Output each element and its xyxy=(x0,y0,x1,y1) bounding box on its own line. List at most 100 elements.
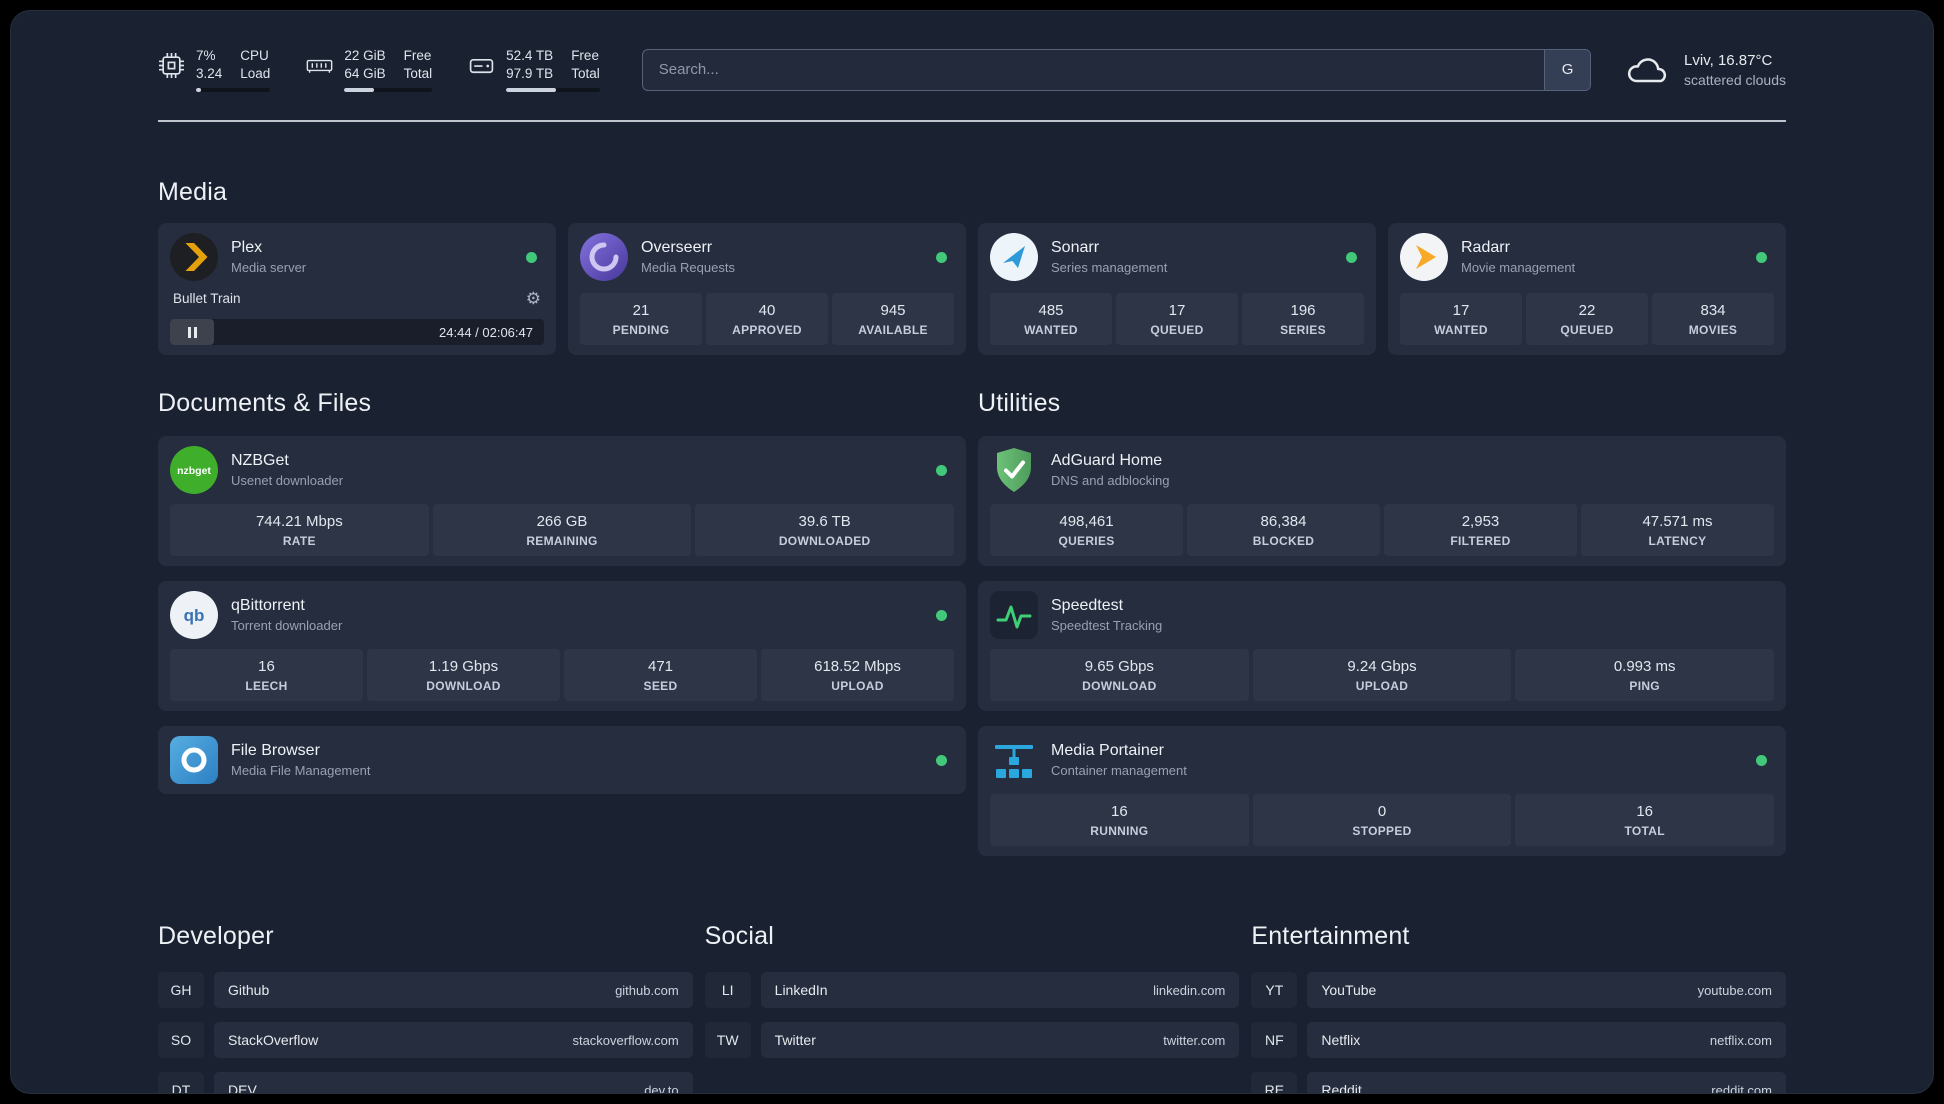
stat-tile: 618.52 Mbps UPLOAD xyxy=(761,649,954,701)
dashboard-panel: 7% CPU 3.24 Load xyxy=(10,10,1934,1094)
overseerr-icon xyxy=(580,233,628,281)
bookmark-name: Reddit xyxy=(1321,1082,1362,1094)
weather-condition: scattered clouds xyxy=(1684,71,1786,88)
section-media: Media Plex Media server xyxy=(158,178,1786,355)
cpu-widget: 7% CPU 3.24 Load xyxy=(158,47,271,92)
service-card-adguard[interactable]: AdGuard Home DNS and adblocking 498,461 … xyxy=(978,436,1786,566)
stat-tile: 196 SERIES xyxy=(1242,293,1364,345)
service-desc: Media server xyxy=(231,260,307,275)
bookmark-url: twitter.com xyxy=(1163,1032,1226,1048)
disk-widget: 52.4 TB Free 97.9 TB Total xyxy=(468,47,600,92)
nzbget-icon: nzbget xyxy=(170,446,218,494)
topbar-divider xyxy=(158,120,1786,122)
playback-progress-bar[interactable]: 24:44 / 02:06:47 xyxy=(170,319,544,345)
service-card-portainer[interactable]: Media Portainer Container management 16 … xyxy=(978,726,1786,856)
topbar: 7% CPU 3.24 Load xyxy=(158,47,1786,92)
bookmarks-entertainment: Entertainment YT YouTube youtube.com NF … xyxy=(1251,922,1786,1094)
gear-icon[interactable]: ⚙ xyxy=(525,289,541,308)
memory-widget: 22 GiB Free 64 GiB Total xyxy=(306,47,433,92)
service-name: qBittorrent xyxy=(231,597,305,614)
bookmark-reddit[interactable]: RE Reddit reddit.com xyxy=(1251,1072,1786,1094)
cpu-load: 3.24 xyxy=(196,66,223,81)
pause-button[interactable] xyxy=(170,319,214,345)
bookmark-dev[interactable]: DT DEV dev.to xyxy=(158,1072,693,1094)
service-card-plex[interactable]: Plex Media server Bullet Train ⚙ 24:44 /… xyxy=(158,223,556,355)
plex-icon xyxy=(170,233,218,281)
service-name: Sonarr xyxy=(1051,239,1100,256)
service-name: AdGuard Home xyxy=(1051,452,1163,469)
status-dot xyxy=(936,609,947,621)
bookmark-abbr: LI xyxy=(704,972,751,1008)
service-name: Radarr xyxy=(1461,239,1510,256)
playback-time: 24:44 / 02:06:47 xyxy=(439,324,533,340)
stat-tile: 266 GB REMAINING xyxy=(432,504,692,556)
status-dot xyxy=(936,754,947,766)
search-provider-button[interactable]: G xyxy=(1544,49,1591,90)
stat-tile: 744.21 Mbps RATE xyxy=(170,504,429,556)
service-card-qbittorrent[interactable]: qb qBittorrent Torrent downloader 16 LEE… xyxy=(158,581,966,711)
memory-total: 64 GiB xyxy=(344,66,386,81)
adguard-icon xyxy=(990,446,1038,494)
speedtest-icon xyxy=(990,591,1038,639)
status-dot xyxy=(1756,251,1767,263)
bookmark-stackoverflow[interactable]: SO StackOverflow stackoverflow.com xyxy=(158,1022,693,1058)
cpu-percent: 7% xyxy=(196,48,216,63)
stat-tile: 39.6 TB DOWNLOADED xyxy=(695,504,955,556)
service-desc: Media File Management xyxy=(231,763,371,778)
status-dot xyxy=(526,251,537,263)
disk-icon xyxy=(468,52,495,79)
bookmark-netflix[interactable]: NF Netflix netflix.com xyxy=(1251,1022,1786,1058)
service-card-radarr[interactable]: Radarr Movie management 17 WANTED 22 QUE… xyxy=(1388,223,1786,355)
bookmark-name: YouTube xyxy=(1321,982,1377,998)
qbittorrent-icon: qb xyxy=(170,591,218,639)
cpu-usage-bar xyxy=(196,88,271,92)
bookmark-url: dev.to xyxy=(644,1082,679,1094)
weather-location: Lviv, 16.87°C xyxy=(1684,51,1773,69)
service-name: NZBGet xyxy=(231,452,289,469)
service-card-overseerr[interactable]: Overseerr Media Requests 21 PENDING 40 A… xyxy=(568,223,966,355)
stat-tile: 17 WANTED xyxy=(1400,293,1522,345)
search-input[interactable] xyxy=(642,49,1545,90)
bookmark-url: linkedin.com xyxy=(1153,982,1226,998)
service-name: Speedtest xyxy=(1051,597,1124,614)
service-card-nzbget[interactable]: nzbget NZBGet Usenet downloader 744.21 M… xyxy=(158,436,966,566)
stat-tile: 16 LEECH xyxy=(170,649,363,701)
service-desc: Container management xyxy=(1051,763,1187,778)
section-title-developer: Developer xyxy=(158,922,274,950)
stat-tile: 16 RUNNING xyxy=(990,794,1249,846)
cpu-label: CPU xyxy=(240,48,269,63)
bookmark-url: reddit.com xyxy=(1711,1082,1772,1094)
stat-tile: 21 PENDING xyxy=(580,293,702,345)
radarr-icon xyxy=(1400,233,1448,281)
bookmark-abbr: YT xyxy=(1251,972,1298,1008)
service-desc: Usenet downloader xyxy=(231,473,344,488)
bookmark-abbr: TW xyxy=(704,1022,751,1058)
stat-tile: 17 QUEUED xyxy=(1116,293,1238,345)
bookmark-url: youtube.com xyxy=(1697,982,1772,998)
service-name: File Browser xyxy=(231,742,320,759)
disk-total: 97.9 TB xyxy=(506,66,554,81)
bookmark-github[interactable]: GH Github github.com xyxy=(158,972,693,1008)
search-bar: G xyxy=(641,48,1592,91)
service-card-speedtest[interactable]: Speedtest Speedtest Tracking 9.65 Gbps D… xyxy=(978,581,1786,711)
cpu-icon xyxy=(158,52,185,79)
stat-tile: 40 APPROVED xyxy=(706,293,828,345)
bookmark-url: netflix.com xyxy=(1709,1032,1772,1048)
bookmark-name: LinkedIn xyxy=(774,982,828,998)
bookmark-linkedin[interactable]: LI LinkedIn linkedin.com xyxy=(704,972,1240,1008)
weather-widget: Lviv, 16.87°C scattered clouds xyxy=(1625,52,1786,88)
stat-tile: 9.65 Gbps DOWNLOAD xyxy=(990,649,1249,701)
service-card-filebrowser[interactable]: File Browser Media File Management xyxy=(158,726,966,794)
bookmark-youtube[interactable]: YT YouTube youtube.com xyxy=(1251,972,1786,1008)
bookmark-abbr: GH xyxy=(158,972,204,1008)
stat-tile: 47.571 ms LATENCY xyxy=(1581,504,1774,556)
service-desc: DNS and adblocking xyxy=(1051,473,1170,488)
bookmark-twitter[interactable]: TW Twitter twitter.com xyxy=(704,1022,1240,1058)
bookmark-url: github.com xyxy=(615,982,679,998)
service-name: Media Portainer xyxy=(1051,742,1164,759)
bookmark-abbr: RE xyxy=(1251,1072,1298,1093)
service-card-sonarr[interactable]: Sonarr Series management 485 WANTED 17 Q… xyxy=(978,223,1376,355)
stat-tile: 0.993 ms PING xyxy=(1515,649,1775,701)
svg-text:qb: qb xyxy=(184,606,205,625)
stat-tile: 9.24 Gbps UPLOAD xyxy=(1252,649,1512,701)
